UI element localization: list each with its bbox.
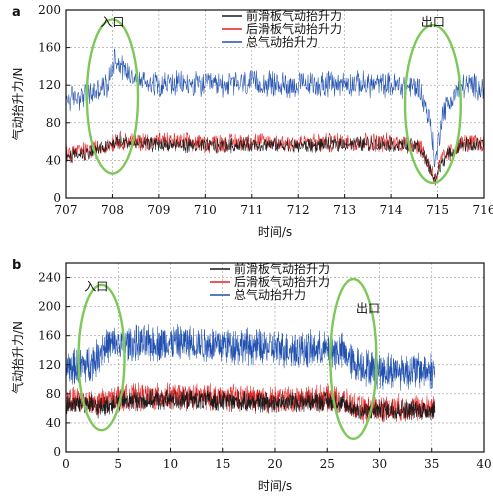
panel-a-x-axis-title: 时间/s bbox=[258, 225, 292, 239]
y-tick-label: 160 bbox=[38, 41, 61, 55]
series-line-total bbox=[65, 324, 436, 391]
y-tick-label: 160 bbox=[38, 329, 61, 343]
highlight-ellipse-1 bbox=[403, 23, 462, 185]
x-tick-label: 707 bbox=[55, 203, 78, 217]
x-tick-label: 716 bbox=[473, 203, 493, 217]
y-tick-label: 0 bbox=[53, 445, 61, 459]
panel-b-ellipses bbox=[77, 277, 378, 441]
legend-label: 前滑板气动抬升力 bbox=[234, 261, 330, 276]
panel-b-ticks: 0 5 10 15 20 25 30 35 40 0 40 80 120 160 200 240 bbox=[38, 271, 492, 471]
y-tick-label: 80 bbox=[46, 387, 61, 401]
panel-a-ellipses bbox=[85, 18, 462, 185]
y-tick-label: 240 bbox=[38, 271, 61, 285]
y-tick-label: 120 bbox=[38, 358, 61, 372]
annotation-label: 出口 bbox=[356, 301, 380, 315]
y-tick-label: 40 bbox=[46, 416, 61, 430]
x-tick-label: 20 bbox=[267, 457, 282, 471]
series-line-front bbox=[65, 134, 485, 186]
y-tick-label: 40 bbox=[46, 153, 61, 167]
panel-a-y-axis-title: 气动抬升力/N bbox=[10, 67, 25, 140]
annotation-label: 出口 bbox=[421, 15, 445, 29]
x-tick-label: 40 bbox=[476, 457, 491, 471]
panel-a-annotations: 入口 出口 bbox=[100, 15, 444, 29]
x-tick-label: 30 bbox=[372, 457, 387, 471]
series-line-total bbox=[65, 48, 485, 168]
legend-label: 前滑板气动抬升力 bbox=[246, 8, 342, 23]
x-tick-label: 710 bbox=[194, 203, 217, 217]
x-tick-label: 10 bbox=[163, 457, 178, 471]
legend-label: 后滑板气动抬升力 bbox=[246, 21, 342, 36]
panel-b: b 0 5 10 15 20 25 30 35 40 0 40 80 120 160 200 240 入口出口… bbox=[10, 258, 492, 493]
panel-a: a 707 708 709 710 711 712 713 714 715 716 0 40 80 120… bbox=[10, 3, 493, 239]
panel-letter-a: a bbox=[12, 5, 21, 20]
x-tick-label: 711 bbox=[240, 203, 263, 217]
highlight-ellipse-0 bbox=[77, 283, 126, 432]
x-tick-label: 5 bbox=[114, 457, 122, 471]
x-tick-label: 25 bbox=[320, 457, 335, 471]
x-tick-label: 0 bbox=[62, 457, 70, 471]
y-tick-label: 120 bbox=[38, 78, 61, 92]
y-tick-label: 80 bbox=[46, 116, 61, 130]
y-tick-label: 200 bbox=[38, 3, 61, 17]
panel-b-y-axis-title: 气动抬升力/N bbox=[10, 321, 25, 394]
panel-b-x-axis-title: 时间/s bbox=[258, 479, 292, 493]
panel-letter-b: b bbox=[12, 258, 21, 273]
x-tick-label: 715 bbox=[426, 203, 449, 217]
x-tick-label: 713 bbox=[333, 203, 356, 217]
x-tick-label: 708 bbox=[101, 203, 124, 217]
annotation-label: 入口 bbox=[100, 15, 124, 29]
annotation-label: 入口 bbox=[84, 280, 108, 294]
x-tick-label: 15 bbox=[215, 457, 230, 471]
legend-label: 总气动抬升力 bbox=[234, 287, 306, 302]
panel-a-ticks: 707 708 709 710 711 712 713 714 715 716 0 40 80 120 16… bbox=[38, 3, 493, 217]
panel-b-series bbox=[65, 324, 436, 424]
legend-label: 后滑板气动抬升力 bbox=[234, 274, 330, 289]
panel-a-frame bbox=[65, 9, 485, 199]
panel-a-series bbox=[65, 48, 485, 186]
y-tick-label: 200 bbox=[38, 300, 61, 314]
x-tick-label: 709 bbox=[147, 203, 170, 217]
x-tick-label: 35 bbox=[424, 457, 439, 471]
highlight-ellipse-1 bbox=[329, 277, 378, 441]
legend-label: 总气动抬升力 bbox=[246, 34, 318, 49]
x-tick-label: 714 bbox=[380, 203, 403, 217]
highlight-ellipse-0 bbox=[85, 18, 140, 175]
y-tick-label: 0 bbox=[53, 191, 61, 205]
series-line-front bbox=[65, 388, 436, 421]
x-tick-label: 712 bbox=[287, 203, 310, 217]
